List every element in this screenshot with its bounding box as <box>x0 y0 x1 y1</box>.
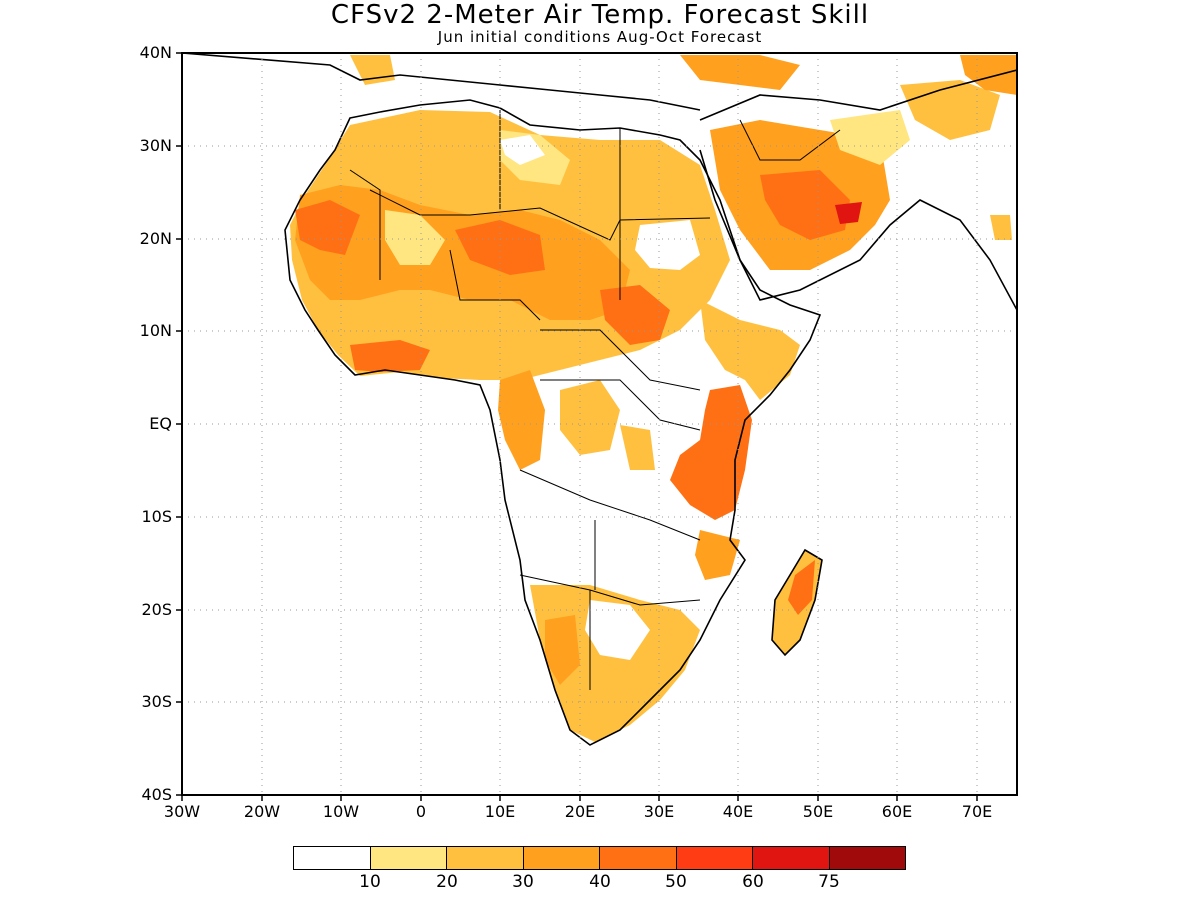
colorbar-cell-7 <box>829 847 905 869</box>
lon-label-60e: 60E <box>881 802 913 821</box>
axis-ticks <box>176 52 978 801</box>
gridlines <box>182 53 1017 795</box>
lat-label-40n: 40N <box>139 43 172 62</box>
colorbar-cell-0 <box>294 847 371 869</box>
colorbar-cell-2 <box>447 847 524 869</box>
chart-title: CFSv2 2-Meter Air Temp. Forecast Skill <box>330 0 870 30</box>
lon-label-70e: 70E <box>961 802 993 821</box>
colorbar-label-50: 50 <box>665 872 687 892</box>
lon-label-40e: 40E <box>722 802 754 821</box>
lon-label-10e: 10E <box>484 802 516 821</box>
colorbar-cell-3 <box>523 847 600 869</box>
lat-label-10s: 10S <box>141 507 172 526</box>
skill-shading <box>290 55 1017 742</box>
country-borders <box>349 110 841 690</box>
colorbar <box>293 846 906 870</box>
lon-label-10w: 10W <box>322 802 360 821</box>
europe-landmass <box>182 53 1017 110</box>
colorbar-label-60: 60 <box>742 872 764 892</box>
colorbar-label-40: 40 <box>589 872 611 892</box>
lat-label-eq: EQ <box>149 414 172 433</box>
colorbar-cell-5 <box>676 847 753 869</box>
lon-label-0: 0 <box>415 802 427 821</box>
map-layer <box>182 53 1017 746</box>
lon-label-50e: 50E <box>802 802 834 821</box>
colorbar-label-10: 10 <box>359 872 381 892</box>
colorbar-cell-6 <box>753 847 830 869</box>
colorbar-cell-1 <box>370 847 447 869</box>
lat-label-10n: 10N <box>139 321 172 340</box>
lat-label-20n: 20N <box>139 229 172 248</box>
coastlines <box>182 53 1017 746</box>
chart-subtitle: Jun initial conditions Aug-Oct Forecast <box>437 28 763 46</box>
lat-label-40s: 40S <box>141 785 172 804</box>
lon-label-30w: 30W <box>163 802 201 821</box>
lat-label-30s: 30S <box>141 692 172 711</box>
lon-label-20w: 20W <box>243 802 281 821</box>
lat-label-20s: 20S <box>141 600 172 619</box>
lon-label-20e: 20E <box>564 802 596 821</box>
colorbar-cell-4 <box>600 847 677 869</box>
lat-label-30n: 30N <box>139 136 172 155</box>
colorbar-label-20: 20 <box>436 872 458 892</box>
lon-label-30e: 30E <box>643 802 675 821</box>
colorbar-label-30: 30 <box>512 872 534 892</box>
colorbar-label-75: 75 <box>818 872 840 892</box>
